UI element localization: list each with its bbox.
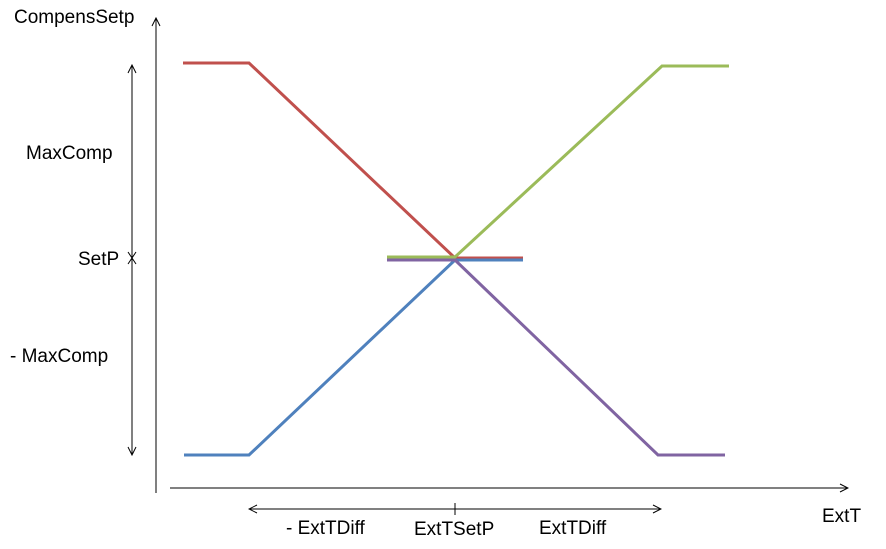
setp-tick-2 [127, 251, 137, 265]
ext-t-diff-label: ExtTDiff [539, 518, 607, 539]
red-curve [183, 61, 523, 260]
purple-curve [387, 258, 725, 457]
neg-max-comp-label: - MaxComp [10, 346, 108, 367]
ext-t-setp-label: ExtTSetP [414, 519, 494, 540]
y-axis-title: CompensSetp [14, 7, 134, 28]
blue-curve [184, 258, 523, 457]
x-axis-title: ExtT [822, 506, 861, 527]
neg-ext-t-diff-label: - ExtTDiff [286, 518, 366, 539]
green-curve [387, 64, 729, 259]
setp-label: SetP [78, 249, 119, 270]
max-comp-label: MaxComp [26, 143, 113, 164]
